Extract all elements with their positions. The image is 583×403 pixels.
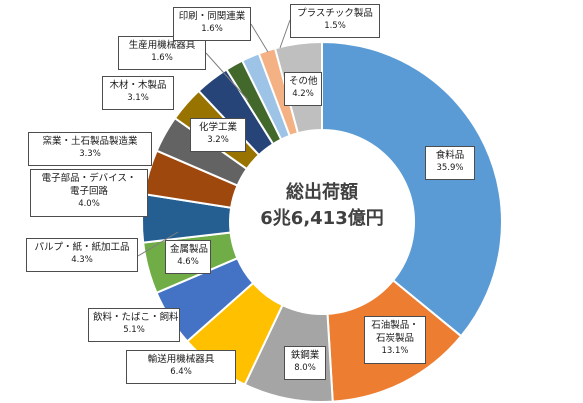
data-label-5: 金属製品 4.6% [165,240,211,274]
data-label-percent: 8.0% [294,363,316,373]
data-label-14: その他 4.2% [284,72,322,106]
leader-lines-group [137,19,291,257]
data-label-13: プラスチック製品 1.5% [290,4,380,38]
leader-line-13 [279,19,291,49]
data-label-4: 飲料・たばこ・飼料 5.1% [88,308,180,342]
data-label-text: 食料品 [435,150,465,161]
data-label-11: 生産用機械器具 1.6% [118,36,206,70]
data-label-1: 石油製品・石炭製品 13.1% [364,316,426,364]
data-label-text: プラスチック製品 [297,8,373,19]
data-label-percent: 3.1% [127,93,149,103]
leader-line-11 [205,52,249,101]
data-label-text: 鉄鋼業 [290,350,320,361]
data-label-text: 窯業・土石製品製造業 [42,136,138,147]
data-label-text: 印刷・同関連業 [178,11,246,22]
data-label-text: 木材・木製品 [109,80,167,91]
data-label-text: 輸送用機械器具 [147,354,215,365]
data-label-percent: 1.6% [151,53,173,63]
data-label-percent: 13.1% [381,346,409,356]
data-label-12: 印刷・同関連業 1.6% [173,7,251,41]
data-label-7: 電子部品・デバイス・ 電子回路 4.0% [30,169,148,217]
data-label-8: 窯業・土石製品製造業 3.3% [28,132,152,166]
data-label-10: 木材・木製品 3.1% [102,76,174,110]
data-label-text: 化学工業 [198,122,237,133]
data-label-percent: 35.9% [436,163,464,173]
data-label-percent: 4.0% [78,199,100,209]
center-label-line-2: 6兆6,413億円 [260,208,384,229]
data-label-percent: 1.6% [201,24,223,34]
data-label-text: 生産用機械器具 [128,40,196,51]
data-label-9: 化学工業 3.2% [190,118,246,152]
data-label-text: 金属製品 [170,244,209,255]
data-label-text: 石炭製品 [375,333,414,344]
data-label-text: パルプ・紙・紙加工品 [34,242,130,253]
data-label-percent: 4.3% [71,255,93,265]
data-label-text: 石油製品・ [371,320,419,331]
center-label: 総出荷額 6兆6,413億円 [222,180,422,232]
data-label-0: 食料品 35.9% [425,146,475,180]
center-label-line-1: 総出荷額 [286,182,358,203]
data-label-percent: 3.2% [207,135,229,145]
slice-0 [321,40,503,338]
leader-line-12 [250,23,269,53]
data-label-percent: 3.3% [79,149,101,159]
data-label-3: 輸送用機械器具 6.4% [126,350,236,384]
data-label-percent: 5.1% [123,325,145,335]
data-label-text: 飲料・たばこ・飼料 [93,312,179,323]
data-label-percent: 4.2% [292,89,314,99]
data-label-text: 電子回路 [69,186,108,197]
data-label-percent: 4.6% [177,257,199,267]
data-label-2: 鉄鋼業 8.0% [284,346,326,380]
leader-line-6 [137,231,179,257]
data-label-percent: 6.4% [170,367,192,377]
data-label-percent: 1.5% [324,21,346,31]
data-label-6: パルプ・紙・紙加工品 4.3% [26,238,138,272]
data-label-text: 電子部品・デバイス・ [41,173,137,184]
data-label-text: その他 [289,76,318,87]
